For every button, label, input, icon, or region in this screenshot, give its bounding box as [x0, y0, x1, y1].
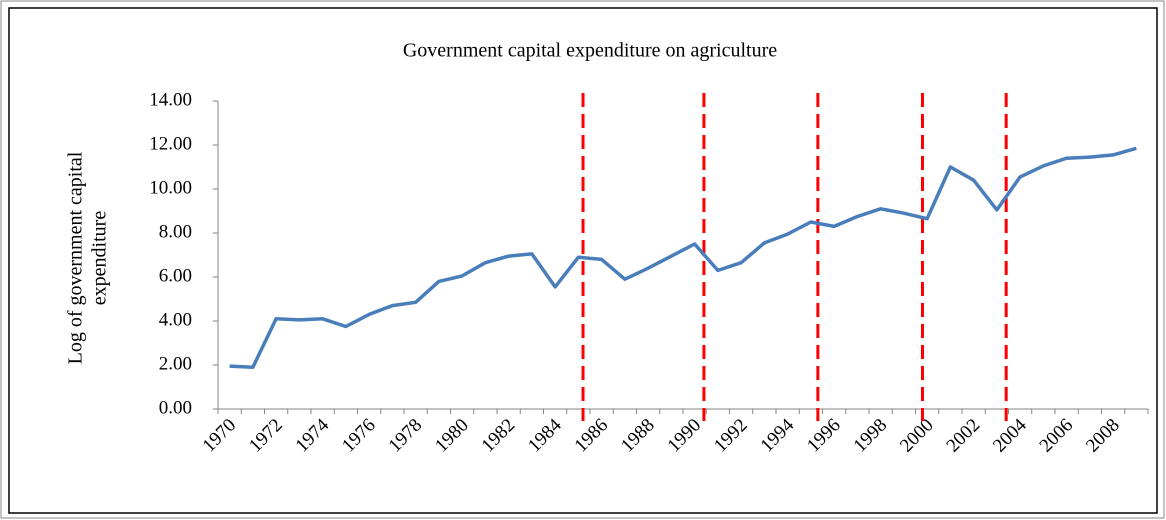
y-tick-label: 8.00	[159, 221, 192, 242]
chart-frame	[8, 7, 1158, 514]
y-tick-label: 6.00	[159, 265, 192, 286]
data-line	[229, 146, 1137, 369]
y-axis-label: Log of government capital	[65, 151, 87, 364]
y-tick-label: 4.00	[159, 309, 192, 330]
y-tick-label: 0.00	[159, 397, 192, 418]
y-axis-label: expenditure	[89, 211, 111, 306]
y-tick-label: 12.00	[149, 133, 192, 154]
y-tick-label: 14.00	[149, 89, 192, 110]
chart-title: Government capital expenditure on agricu…	[403, 40, 777, 62]
y-tick-label: 2.00	[159, 353, 192, 374]
y-tick-label: 10.00	[149, 177, 192, 198]
